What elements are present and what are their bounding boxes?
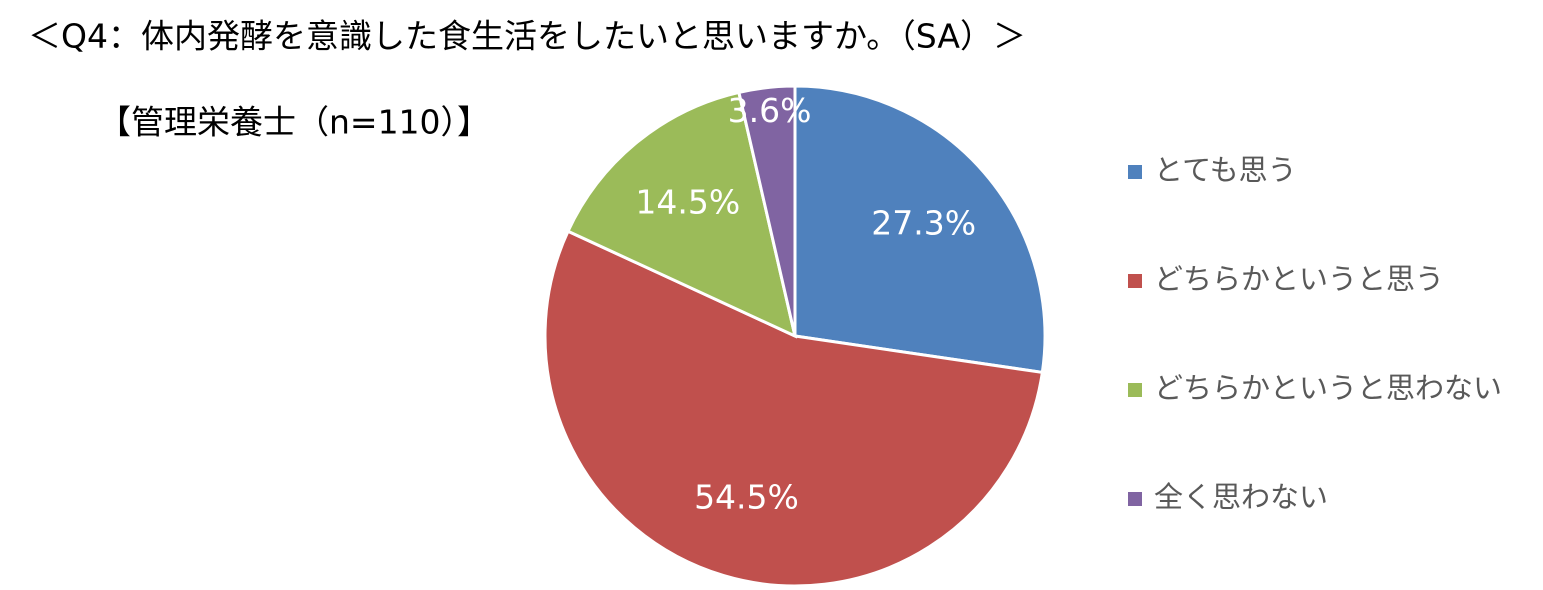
data-label: 27.3% <box>871 203 976 242</box>
legend-label: どちらかというと思わない <box>1154 371 1502 405</box>
data-label: 3.6% <box>728 91 812 130</box>
pie-slice <box>566 90 798 339</box>
data-label: 14.5% <box>635 183 740 222</box>
pie-slice <box>543 229 1045 588</box>
legend-swatch <box>1128 383 1142 397</box>
pie-slice <box>793 84 1047 375</box>
legend-swatch <box>1128 165 1142 179</box>
chart-title: ＜Q4：体内発酵を意識した食生活をしたいと思いますか。（SA）＞ <box>28 17 1026 56</box>
legend-swatch <box>1128 274 1142 288</box>
chart-subtitle: 【管理栄養士（n=110）】 <box>98 103 490 142</box>
data-label: 54.5% <box>694 477 799 516</box>
legend-label: 全く思わない <box>1154 480 1328 514</box>
legend-label: とても思う <box>1154 153 1297 187</box>
legend-label: どちらかというと思う <box>1154 262 1444 296</box>
legend-swatch <box>1128 492 1142 506</box>
pie-slice <box>737 84 797 337</box>
